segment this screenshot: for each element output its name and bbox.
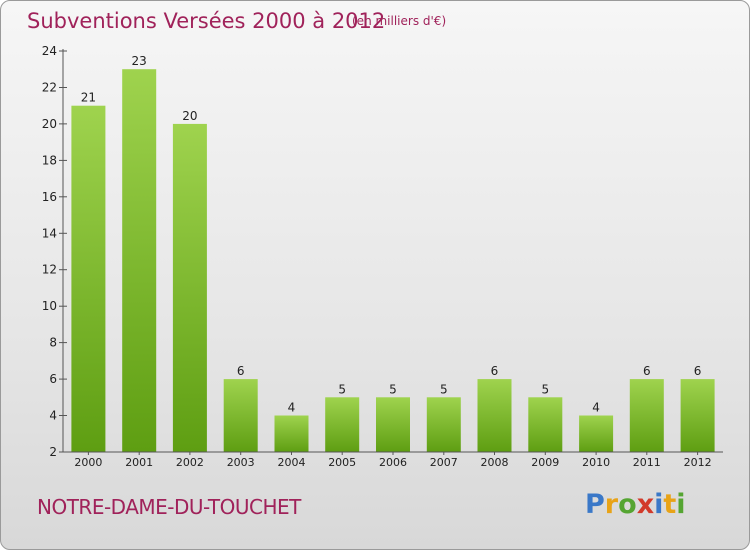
chart-subtitle: (en milliers d'€) bbox=[352, 14, 447, 28]
value-label-2000: 21 bbox=[81, 91, 96, 105]
logo-letter: o bbox=[618, 489, 637, 520]
x-tick-label-2002: 2002 bbox=[176, 456, 204, 469]
x-tick-label-2001: 2001 bbox=[125, 456, 153, 469]
value-label-2003: 6 bbox=[237, 364, 245, 378]
y-tick-label-16: 16 bbox=[42, 190, 57, 204]
logo-letter: P bbox=[585, 489, 605, 520]
logo-letter: t bbox=[663, 489, 677, 520]
bar-2004 bbox=[274, 415, 309, 452]
value-label-2004: 4 bbox=[288, 401, 296, 415]
x-tick-label-2006: 2006 bbox=[379, 456, 407, 469]
y-tick-label-14: 14 bbox=[42, 226, 57, 240]
y-tick-label-24: 24 bbox=[42, 44, 57, 58]
bar-2007 bbox=[426, 397, 461, 452]
x-tick-group: 2000 2001 2002 2003 2004 2005 2006 2007 2008 2009… bbox=[74, 452, 712, 469]
x-tick-label-2008: 2008 bbox=[481, 456, 509, 469]
value-label-2007: 5 bbox=[440, 382, 448, 396]
y-tick-label-22: 22 bbox=[42, 81, 57, 95]
y-tick-label-20: 20 bbox=[42, 117, 57, 131]
proxiti-logo: Proxiti bbox=[585, 489, 686, 520]
value-label-2008: 6 bbox=[491, 364, 499, 378]
bar-2005 bbox=[325, 397, 360, 452]
x-tick-label-2011: 2011 bbox=[633, 456, 661, 469]
x-tick-label-2009: 2009 bbox=[531, 456, 559, 469]
logo-letter: r bbox=[604, 489, 619, 520]
chart-title: Subventions Versées 2000 à 2012 bbox=[27, 9, 386, 33]
bar-group bbox=[71, 69, 715, 453]
x-tick-label-2007: 2007 bbox=[430, 456, 458, 469]
bar-2008 bbox=[477, 379, 512, 452]
bar-2006 bbox=[376, 397, 410, 452]
logo-letter: x bbox=[636, 489, 655, 520]
logo-letter: i bbox=[676, 489, 686, 520]
bar-2003 bbox=[223, 379, 258, 452]
value-label-2002: 20 bbox=[182, 109, 197, 123]
value-label-2009: 5 bbox=[541, 382, 549, 396]
value-label-2012: 6 bbox=[694, 364, 702, 378]
value-label-2001: 23 bbox=[132, 54, 147, 68]
x-tick-label-2004: 2004 bbox=[278, 456, 306, 469]
bar-2002 bbox=[172, 123, 207, 453]
bar-2011 bbox=[629, 379, 664, 452]
y-tick-label-2: 2 bbox=[49, 445, 57, 459]
x-tick-label-2005: 2005 bbox=[328, 456, 356, 469]
y-tick-label-4: 4 bbox=[49, 409, 57, 423]
bar-2001 bbox=[122, 69, 157, 452]
x-tick-label-2000: 2000 bbox=[74, 456, 102, 469]
x-tick-label-2003: 2003 bbox=[227, 456, 255, 469]
value-label-2010: 4 bbox=[592, 401, 600, 415]
value-label-2011: 6 bbox=[643, 364, 651, 378]
bar-2012 bbox=[680, 379, 715, 452]
bar-2000 bbox=[71, 105, 106, 452]
y-tick-label-10: 10 bbox=[42, 299, 57, 313]
bar-2009 bbox=[528, 397, 563, 452]
commune-name: NOTRE-DAME-DU-TOUCHET bbox=[37, 495, 301, 519]
y-tick-label-6: 6 bbox=[49, 372, 57, 386]
y-tick-label-8: 8 bbox=[49, 336, 57, 350]
logo-letter: i bbox=[654, 489, 664, 520]
value-label-2005: 5 bbox=[338, 382, 346, 396]
x-tick-label-2010: 2010 bbox=[582, 456, 610, 469]
value-label-group: 21 23 20 6 4 5 5 5 6 5 4 6 6 bbox=[81, 54, 702, 414]
bar-2010 bbox=[579, 415, 614, 452]
y-tick-label-18: 18 bbox=[42, 153, 57, 167]
y-tick-label-12: 12 bbox=[42, 263, 57, 277]
x-tick-label-2012: 2012 bbox=[684, 456, 712, 469]
value-label-2006: 5 bbox=[389, 382, 397, 396]
